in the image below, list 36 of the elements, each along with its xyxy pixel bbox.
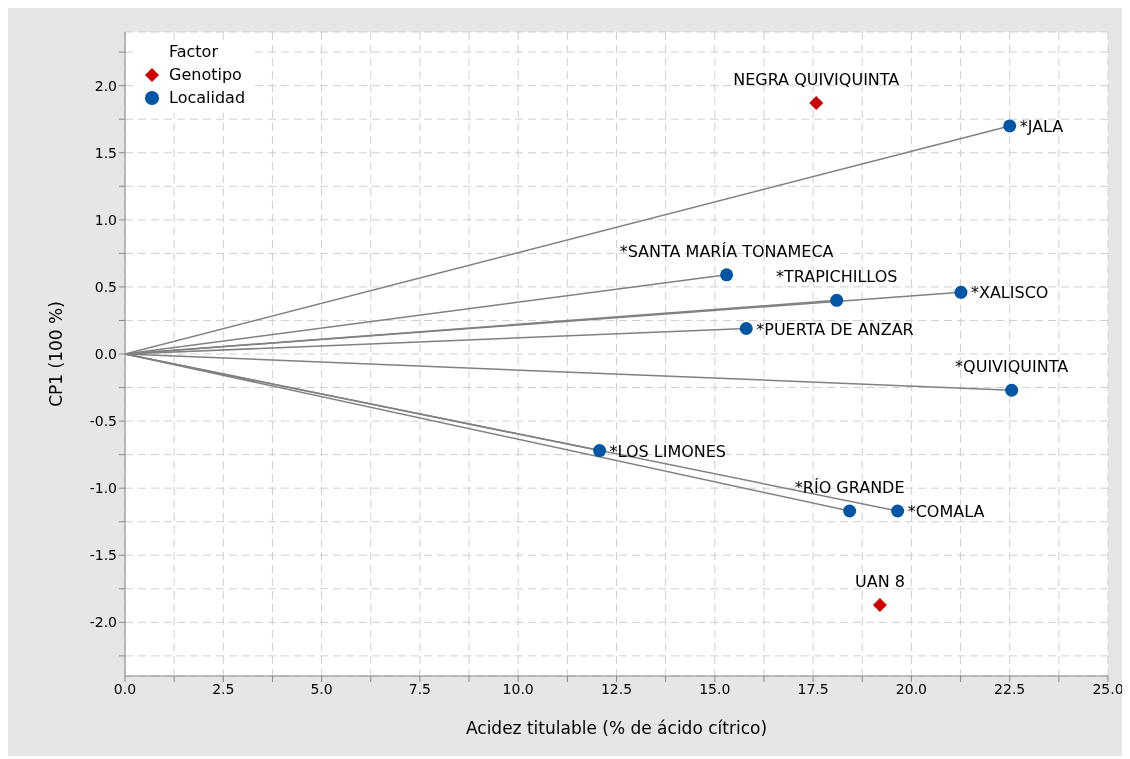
x-tick-label: 5.0 xyxy=(310,680,333,697)
y-tick-label: -1.5 xyxy=(89,547,117,564)
y-tick-label: -2.0 xyxy=(89,614,117,631)
x-axis-title: Acidez titulable (% de ácido cítrico) xyxy=(465,718,768,738)
y-tick-label: 1.5 xyxy=(94,144,117,161)
y-tick-label: 1.0 xyxy=(94,211,117,228)
y-tick-label: 0.5 xyxy=(94,278,117,295)
x-tick-label: 20.0 xyxy=(895,680,927,697)
annotation: *QUIVIQUINTA xyxy=(955,357,1069,377)
annotation: NEGRA QUIVIQUINTA xyxy=(733,70,900,90)
annotation: *LOS LIMONES xyxy=(609,441,727,461)
y-axis-title: CP1 (100 %) xyxy=(46,301,67,407)
annotation: *XALISCO xyxy=(970,283,1049,303)
x-tick-label: 12.5 xyxy=(600,680,633,697)
annotation: *PUERTA DE ANZAR xyxy=(756,319,914,339)
annotation: *COMALA xyxy=(907,501,985,521)
legend-label: Localidad xyxy=(169,88,246,107)
y-tick-label: -0.5 xyxy=(89,413,117,430)
y-tick-label: 0.0 xyxy=(94,345,117,362)
x-tick-label: 10.0 xyxy=(502,680,534,697)
legend-title: Factor xyxy=(169,42,219,61)
annotation: *TRAPICHILLOS xyxy=(775,267,898,287)
annotation: *JALA xyxy=(1019,116,1064,136)
x-tick-label: 17.5 xyxy=(797,680,829,697)
legend-label: Genotipo xyxy=(169,65,242,84)
y-tick-label: 2.0 xyxy=(94,77,117,94)
x-tick-label: 7.5 xyxy=(408,680,432,697)
x-tick-label: 25.0 xyxy=(1092,680,1124,697)
x-tick-label: 15.0 xyxy=(699,680,731,697)
x-tick-label: 22.5 xyxy=(994,680,1026,697)
annotation: *RÍO GRANDE xyxy=(794,477,905,497)
annotation: UAN 8 xyxy=(855,571,905,591)
x-tick-label: 2.5 xyxy=(212,680,235,697)
y-tick-label: -1.0 xyxy=(89,480,117,497)
annotation: *SANTA MARÍA TONAMECA xyxy=(619,241,834,261)
x-tick-label: 0.0 xyxy=(113,680,137,697)
